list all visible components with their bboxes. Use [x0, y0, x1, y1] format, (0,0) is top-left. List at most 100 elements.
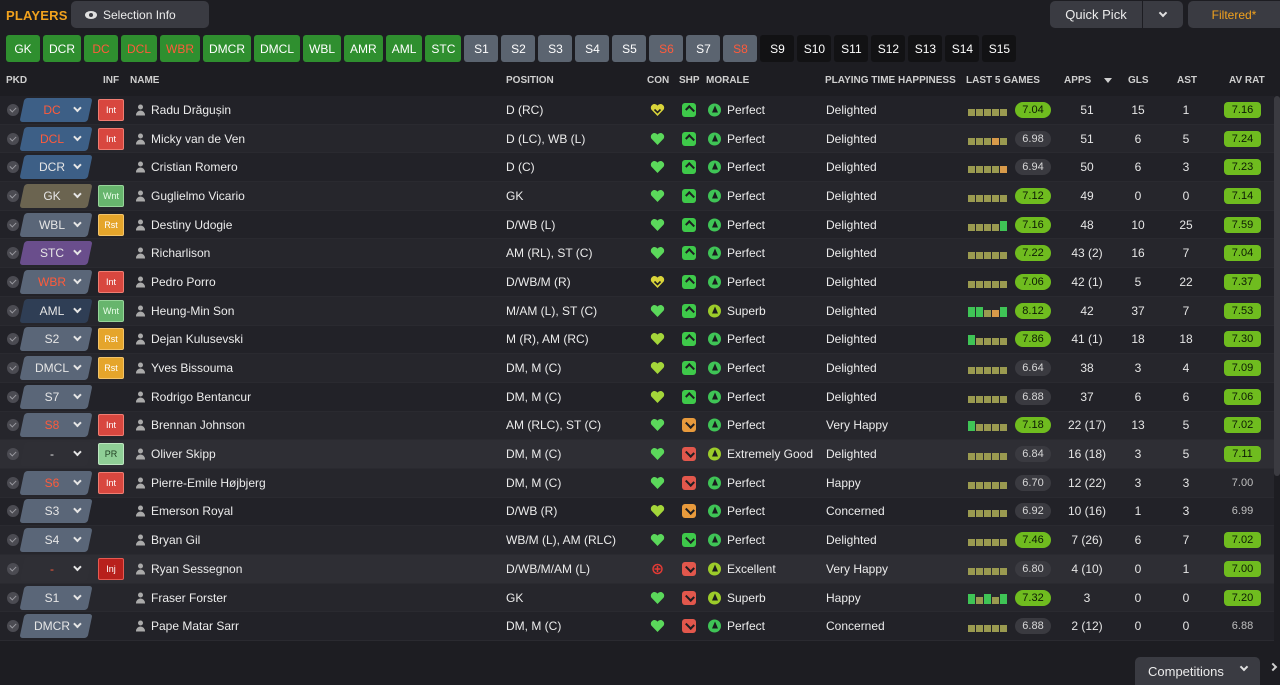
table-row[interactable]: DCR Cristian Romero D (C) Perfect Delighted 6… — [0, 153, 1274, 183]
info-badge[interactable]: Int — [98, 98, 124, 121]
picked-check-icon[interactable] — [7, 390, 19, 403]
position-dropdown[interactable]: WBR — [19, 269, 93, 294]
picked-check-icon[interactable] — [7, 562, 19, 575]
selection-info-button[interactable]: Selection Info — [71, 1, 209, 28]
table-row[interactable]: DC Int Radu Drăgușin D (RC) Perfect Delighted… — [0, 96, 1274, 125]
col-morale[interactable]: MORALE — [706, 75, 750, 86]
filter-button[interactable]: Filtered* — [1188, 1, 1280, 28]
position-dropdown[interactable]: S6 — [19, 470, 93, 495]
position-button[interactable]: S3 — [538, 35, 573, 62]
info-badge[interactable]: Int — [98, 471, 124, 494]
col-playing-time-happiness[interactable]: PLAYING TIME HAPPINESS — [825, 75, 956, 86]
table-row[interactable]: DMCR Pape Matar Sarr DM, M (C) Perfect Conce… — [0, 612, 1274, 642]
position-dropdown[interactable]: WBL — [19, 212, 93, 237]
position-button[interactable]: STC — [425, 35, 462, 62]
info-badge[interactable]: PR — [98, 443, 124, 466]
player-name[interactable]: Brennan Johnson — [151, 418, 246, 433]
position-dropdown[interactable]: S1 — [19, 585, 93, 610]
position-button[interactable]: S15 — [982, 35, 1017, 62]
picked-check-icon[interactable] — [7, 505, 19, 518]
table-row[interactable]: S7 Rodrigo Bentancur DM, M (C) Perfect Delig… — [0, 382, 1274, 412]
position-dropdown[interactable]: DCR — [19, 155, 93, 180]
col-name[interactable]: NAME — [130, 75, 160, 86]
player-name[interactable]: Micky van de Ven — [151, 131, 246, 146]
table-row[interactable]: STC Richarlison AM (RL), ST (C) Perfect Deli… — [0, 239, 1274, 269]
position-dropdown[interactable]: DC — [19, 97, 93, 122]
player-name[interactable]: Yves Bissouma — [151, 361, 234, 376]
picked-check-icon[interactable] — [7, 419, 19, 432]
position-dropdown[interactable]: AML — [19, 298, 93, 323]
competitions-dropdown[interactable]: Competitions — [1135, 657, 1260, 685]
player-name[interactable]: Destiny Udogie — [151, 217, 233, 232]
position-button[interactable]: S11 — [834, 35, 869, 62]
table-row[interactable]: GK Wnt Guglielmo Vicario GK Perfect Delighted… — [0, 182, 1274, 211]
table-row[interactable]: S6 Int Pierre-Emile Højbjerg DM, M (C) Perfe… — [0, 468, 1274, 498]
col-inf[interactable]: INF — [103, 75, 120, 86]
table-row[interactable]: - PR Oliver Skipp DM, M (C) Extremely Good De… — [0, 440, 1274, 469]
position-button[interactable]: S4 — [575, 35, 610, 62]
col-con[interactable]: CON — [647, 75, 670, 86]
position-dropdown[interactable]: S3 — [19, 499, 93, 524]
picked-check-icon[interactable] — [7, 448, 19, 461]
position-button[interactable]: S12 — [871, 35, 906, 62]
player-name[interactable]: Bryan Gil — [151, 533, 201, 548]
table-row[interactable]: WBL Rst Destiny Udogie D/WB (L) Perfect Delig… — [0, 210, 1274, 240]
position-button[interactable]: DCL — [121, 35, 158, 62]
position-button[interactable]: WBR — [160, 35, 201, 62]
col-last-5-games[interactable]: LAST 5 GAMES — [966, 75, 1040, 86]
chevron-right-icon[interactable] — [1268, 662, 1278, 672]
player-name[interactable]: Guglielmo Vicario — [151, 188, 245, 203]
table-row[interactable]: S2 Rst Dejan Kulusevski M (R), AM (RC) Perfe… — [0, 325, 1274, 355]
position-dropdown[interactable]: STC — [19, 241, 93, 266]
position-button[interactable]: DC — [84, 35, 118, 62]
col-apps[interactable]: APPS — [1064, 75, 1092, 86]
player-name[interactable]: Fraser Forster — [151, 590, 228, 605]
player-name[interactable]: Pedro Porro — [151, 274, 216, 289]
picked-check-icon[interactable] — [7, 304, 19, 317]
picked-check-icon[interactable] — [7, 275, 19, 288]
quick-pick-dropdown[interactable] — [1143, 1, 1183, 28]
position-dropdown[interactable]: S2 — [19, 327, 93, 352]
position-button[interactable]: AMR — [344, 35, 383, 62]
info-badge[interactable]: Int — [98, 127, 124, 150]
info-badge[interactable]: Int — [98, 414, 124, 437]
info-badge[interactable]: Wnt — [98, 184, 124, 207]
position-button[interactable]: DCR — [43, 35, 81, 62]
picked-check-icon[interactable] — [7, 103, 19, 116]
position-button[interactable]: S13 — [908, 35, 943, 62]
info-badge[interactable]: Rst — [98, 328, 124, 351]
table-row[interactable]: DMCL Rst Yves Bissouma DM, M (C) Perfect Deli… — [0, 354, 1274, 383]
position-button[interactable]: AML — [385, 35, 423, 62]
table-row[interactable]: DCL Int Micky van de Ven D (LC), WB (L) Perf… — [0, 124, 1274, 154]
position-button[interactable]: S6 — [649, 35, 684, 62]
player-name[interactable]: Pierre-Emile Højbjerg — [151, 475, 266, 490]
col-shp[interactable]: SHP — [679, 75, 700, 86]
picked-check-icon[interactable] — [7, 476, 19, 489]
player-name[interactable]: Heung-Min Son — [151, 303, 235, 318]
player-name[interactable]: Richarlison — [151, 246, 211, 261]
position-button[interactable]: S7 — [686, 35, 721, 62]
position-button[interactable]: S9 — [760, 35, 795, 62]
position-button[interactable]: S1 — [464, 35, 499, 62]
position-button[interactable]: DMCR — [203, 35, 252, 62]
position-dropdown[interactable]: S8 — [19, 413, 93, 438]
picked-check-icon[interactable] — [7, 534, 19, 547]
position-button[interactable]: S5 — [612, 35, 647, 62]
position-button[interactable]: S8 — [723, 35, 758, 62]
picked-check-icon[interactable] — [7, 132, 19, 145]
col-ast[interactable]: AST — [1177, 75, 1197, 86]
table-row[interactable]: S8 Int Brennan Johnson AM (RLC), ST (C) Perf… — [0, 411, 1274, 441]
player-name[interactable]: Ryan Sessegnon — [151, 561, 243, 576]
position-dropdown[interactable]: S4 — [19, 528, 93, 553]
picked-check-icon[interactable] — [7, 620, 19, 633]
picked-check-icon[interactable] — [7, 333, 19, 346]
position-button[interactable]: DMCL — [254, 35, 301, 62]
player-name[interactable]: Radu Drăgușin — [151, 102, 232, 117]
info-badge[interactable]: Rst — [98, 213, 124, 236]
player-name[interactable]: Rodrigo Bentancur — [151, 389, 252, 404]
info-badge[interactable]: Inj — [98, 557, 124, 580]
position-dropdown[interactable]: - — [19, 556, 93, 581]
player-name[interactable]: Cristian Romero — [151, 160, 238, 175]
col-pkd[interactable]: PKD — [6, 75, 28, 86]
col-av-rat[interactable]: AV RAT — [1229, 75, 1265, 86]
